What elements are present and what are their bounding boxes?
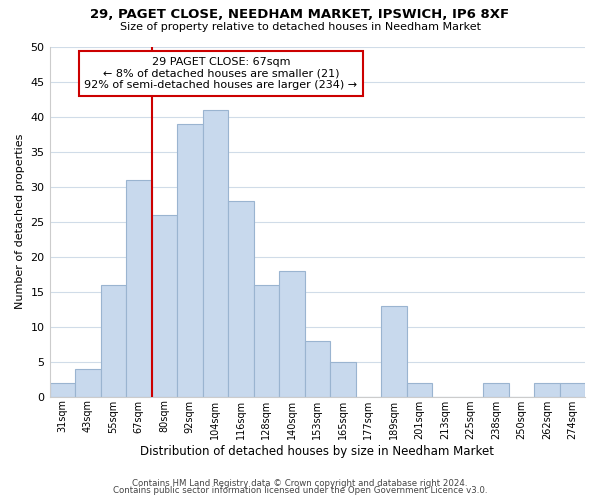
X-axis label: Distribution of detached houses by size in Needham Market: Distribution of detached houses by size … (140, 444, 494, 458)
Bar (330, 362, 356, 396)
Bar (152, 214, 177, 396)
Bar (560, 382, 585, 396)
Bar (381, 306, 407, 396)
Text: 29, PAGET CLOSE, NEEDHAM MARKET, IPSWICH, IP6 8XF: 29, PAGET CLOSE, NEEDHAM MARKET, IPSWICH… (91, 8, 509, 20)
Y-axis label: Number of detached properties: Number of detached properties (15, 134, 25, 310)
Bar (177, 124, 203, 396)
Bar (407, 382, 432, 396)
Bar (254, 284, 279, 397)
Text: Size of property relative to detached houses in Needham Market: Size of property relative to detached ho… (119, 22, 481, 32)
Bar (228, 200, 254, 396)
Bar (101, 284, 126, 397)
Text: 29 PAGET CLOSE: 67sqm
← 8% of detached houses are smaller (21)
92% of semi-detac: 29 PAGET CLOSE: 67sqm ← 8% of detached h… (85, 57, 358, 90)
Bar (203, 110, 228, 397)
Bar (534, 382, 560, 396)
Text: Contains public sector information licensed under the Open Government Licence v3: Contains public sector information licen… (113, 486, 487, 495)
Bar (279, 270, 305, 396)
Bar (50, 382, 75, 396)
Bar (126, 180, 152, 396)
Bar (75, 368, 101, 396)
Bar (483, 382, 509, 396)
Bar (305, 340, 330, 396)
Text: Contains HM Land Registry data © Crown copyright and database right 2024.: Contains HM Land Registry data © Crown c… (132, 478, 468, 488)
